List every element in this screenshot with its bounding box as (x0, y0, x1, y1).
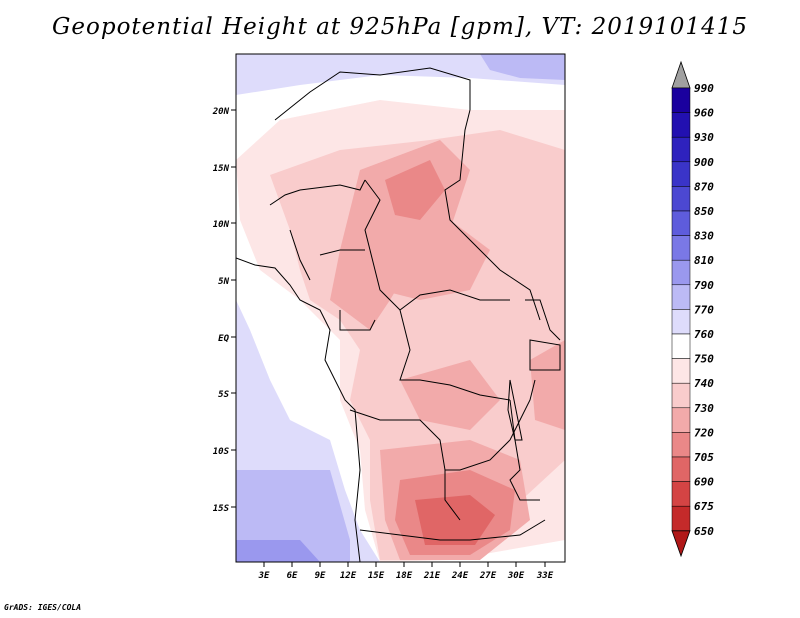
lon-label-12e: 12E (340, 571, 357, 581)
lon-label-24e: 24E (451, 571, 469, 581)
lon-label-9e: 9E (315, 571, 326, 581)
colorbar-top-arrow (671, 60, 691, 89)
colorbar-label-650: 650 (694, 525, 714, 538)
lat-label-5n: 5N (218, 277, 229, 287)
lat-label-15n: 15N (213, 164, 230, 174)
colorbar-label-770: 770 (694, 303, 714, 316)
lon-label-27e: 27E (479, 571, 497, 581)
lat-label-10s: 10S (213, 447, 230, 457)
chart-title: Geopotential Height at 925hPa [gpm], VT:… (52, 14, 748, 40)
lon-label-3e: 3E (258, 571, 270, 581)
colorbar-swatch-770 (671, 309, 691, 335)
lat-label-eq: EQ (218, 334, 229, 344)
colorbar-swatch-675 (671, 505, 691, 532)
colorbar-label-960: 960 (694, 107, 714, 120)
lat-label-10n: 10N (213, 220, 230, 230)
lon-label-30e: 30E (507, 571, 525, 581)
colorbar-label-760: 760 (694, 328, 714, 341)
colorbar-swatch-720 (671, 432, 691, 458)
lon-ticks (263, 562, 546, 567)
colorbar-label-750: 750 (694, 353, 714, 366)
colorbar-swatch-705 (671, 456, 691, 482)
colorbar-label-990: 990 (694, 82, 714, 95)
lon-label-21e: 21E (423, 571, 441, 581)
colorbar-swatch-730 (671, 407, 691, 433)
borders (236, 67, 561, 562)
colorbar-swatch-830 (671, 235, 691, 261)
lon-label-6e: 6E (287, 571, 298, 581)
colorbar-label-720: 720 (694, 426, 714, 439)
colorbar-swatch-810 (671, 259, 691, 286)
lat-ticks (231, 109, 236, 508)
footer-credit: GrADS: IGES/COLA (4, 603, 82, 612)
colorbar-label-675: 675 (694, 500, 714, 513)
colorbar-swatch-760 (671, 333, 691, 359)
colorbar-swatch-870 (671, 186, 691, 212)
colorbar-label-830: 830 (694, 230, 714, 243)
colorbar-label-740: 740 (694, 377, 714, 390)
lat-labels: 20N 15N 10N 5N EQ 5S 10S 15S (212, 107, 230, 514)
colorbar-swatch-900 (671, 161, 691, 187)
colorbar-swatch-690 (671, 481, 691, 507)
colorbar-swatch-960 (671, 112, 691, 138)
colorbar-label-690: 690 (694, 476, 714, 489)
lon-labels: 3E 6E 9E 12E 15E 18E 21E 24E 27E 30E 33E (258, 571, 554, 581)
colorbar-label-790: 790 (694, 279, 714, 292)
lat-label-15s: 15S (213, 504, 230, 514)
lat-label-5s: 5S (218, 390, 229, 400)
colorbar-label-900: 900 (694, 156, 714, 169)
colorbar-label-930: 930 (694, 131, 714, 144)
colorbar-swatch-740 (671, 382, 691, 409)
colorbar-label-810: 810 (694, 254, 714, 267)
colorbar: 990 960 930 900 870 850 830 810 790 770 … (671, 60, 714, 558)
height-field (236, 54, 565, 562)
lat-label-20n: 20N (212, 107, 230, 117)
colorbar-swatch-990 (671, 87, 691, 113)
colorbar-bottom-arrow (671, 530, 691, 558)
colorbar-label-730: 730 (694, 402, 714, 415)
colorbar-swatch-850 (671, 210, 691, 236)
colorbar-label-705: 705 (694, 451, 714, 464)
lon-label-18e: 18E (396, 571, 413, 581)
colorbar-label-870: 870 (694, 180, 714, 193)
lon-label-15e: 15E (368, 571, 385, 581)
colorbar-swatch-750 (671, 358, 691, 384)
colorbar-swatch-790 (671, 284, 691, 310)
lon-label-33e: 33E (536, 571, 554, 581)
colorbar-swatch-930 (671, 136, 691, 163)
colorbar-label-850: 850 (694, 205, 714, 218)
